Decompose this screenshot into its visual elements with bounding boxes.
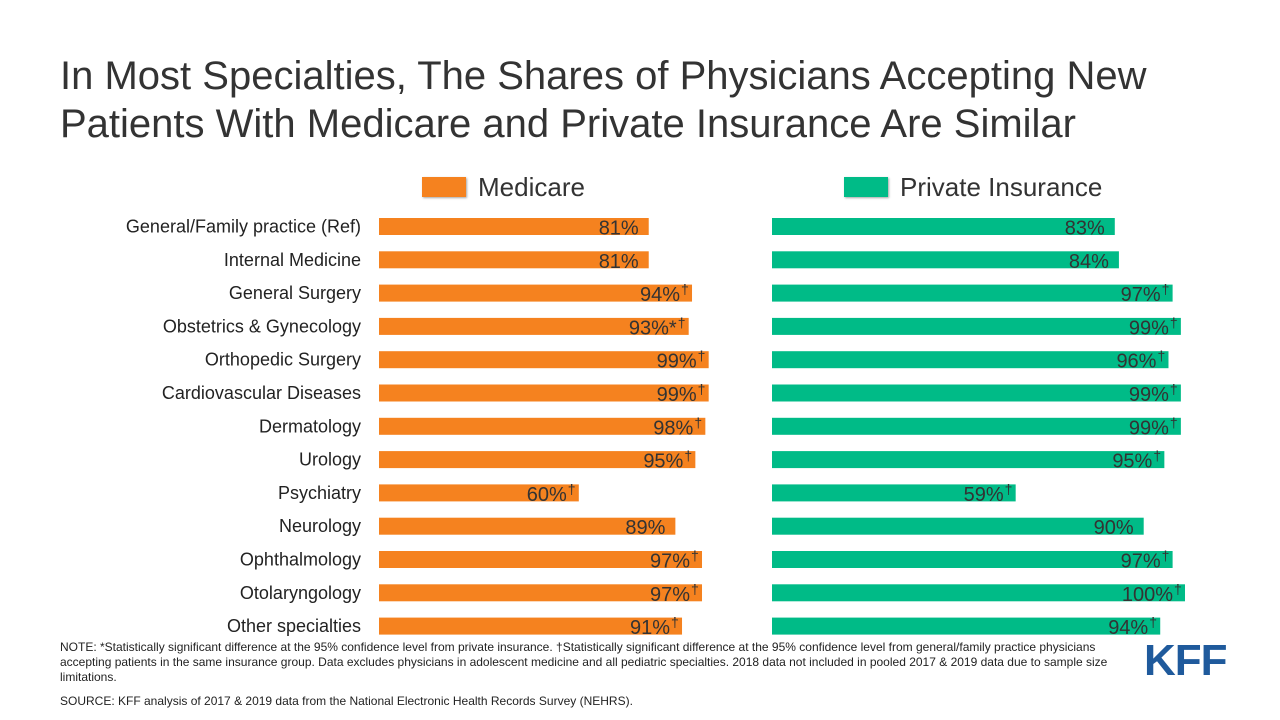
legend-medicare: Medicare	[422, 172, 585, 202]
category-label: Other specialties	[227, 616, 361, 636]
bar-private	[772, 284, 1173, 302]
data-label-medicare: 97%	[650, 551, 690, 573]
dagger-mark: †	[684, 448, 692, 464]
dagger-mark: †	[698, 381, 706, 397]
category-label: Cardiovascular Diseases	[162, 383, 361, 403]
data-label-private: 59%	[964, 484, 1004, 506]
dagger-mark: †	[1170, 314, 1178, 330]
category-label: General Surgery	[229, 283, 361, 303]
data-label-medicare: 98%	[653, 417, 693, 439]
data-label-private: 90%	[1094, 517, 1134, 539]
data-label-medicare: 97%	[650, 584, 690, 606]
data-label-medicare: 99%	[657, 351, 697, 373]
dagger-mark: †	[691, 581, 699, 597]
bar-private	[772, 351, 1169, 369]
bar-medicare	[379, 551, 703, 568]
category-label: Internal Medicine	[224, 250, 361, 270]
bar-private	[772, 451, 1165, 469]
data-label-private: 96%	[1116, 351, 1156, 373]
dagger-mark: †	[1170, 381, 1178, 397]
dagger-mark: †	[1157, 348, 1165, 364]
data-label-private: 83%	[1065, 218, 1105, 240]
bar-medicare	[379, 351, 709, 369]
data-label-medicare: 60%	[527, 484, 567, 506]
data-label-medicare: 93%*	[629, 317, 677, 339]
dagger-mark: †	[1149, 614, 1157, 630]
dagger-mark: †	[678, 314, 686, 330]
bar-private	[772, 584, 1185, 602]
data-label-medicare: 99%	[657, 384, 697, 406]
dagger-mark: †	[671, 614, 679, 630]
data-label-medicare: 81%	[599, 218, 639, 240]
data-label-private: 97%	[1121, 284, 1161, 306]
category-label: Orthopedic Surgery	[205, 350, 361, 370]
bar-medicare	[379, 517, 676, 535]
bar-private	[772, 417, 1181, 435]
data-label-private: 100%	[1122, 584, 1173, 606]
data-label-private: 99%	[1129, 417, 1169, 439]
bar-medicare	[379, 617, 683, 635]
data-label-private: 84%	[1069, 251, 1109, 273]
dagger-mark: †	[691, 548, 699, 564]
bar-private	[772, 484, 1016, 502]
dagger-mark: †	[1005, 481, 1013, 497]
bar-medicare	[379, 451, 696, 469]
legend-private: Private Insurance	[844, 172, 1102, 202]
dagger-mark: †	[1174, 581, 1182, 597]
chart-note: NOTE: *Statistically significant differe…	[60, 640, 1108, 684]
bar-private	[772, 551, 1173, 568]
legend-label-medicare: Medicare	[478, 171, 585, 202]
bar-medicare	[379, 584, 703, 602]
dagger-mark: †	[1153, 448, 1161, 464]
legend-swatch-medicare	[422, 177, 466, 197]
chart-source: SOURCE: KFF analysis of 2017 & 2019 data…	[60, 694, 633, 708]
bar-medicare	[379, 317, 689, 335]
data-label-private: 97%	[1121, 551, 1161, 573]
category-label: General/Family practice (Ref)	[126, 217, 361, 237]
category-label: Urology	[299, 450, 361, 470]
bar-medicare	[379, 251, 649, 269]
bar-medicare	[379, 384, 709, 402]
category-label: Otolaryngology	[240, 583, 361, 603]
data-label-medicare: 89%	[625, 517, 665, 539]
bar-private	[772, 617, 1161, 635]
data-label-medicare: 94%	[640, 284, 680, 306]
bar-medicare	[379, 218, 649, 235]
legend-label-private: Private Insurance	[900, 171, 1103, 202]
dagger-mark: †	[1162, 548, 1170, 564]
data-label-private: 95%	[1112, 451, 1152, 473]
data-label-private: 99%	[1129, 317, 1169, 339]
category-label: Psychiatry	[278, 483, 361, 503]
category-label: Dermatology	[259, 416, 361, 436]
bar-private	[772, 384, 1181, 402]
dagger-mark: †	[698, 348, 706, 364]
kff-logo: KFF	[1144, 636, 1228, 685]
data-label-medicare: 81%	[599, 251, 639, 273]
dagger-mark: †	[694, 414, 702, 430]
bar-private	[772, 317, 1181, 335]
data-label-medicare: 91%	[630, 617, 670, 639]
bar-medicare	[379, 484, 579, 502]
chart-title: In Most Specialties, The Shares of Physi…	[60, 54, 1147, 146]
category-label: Ophthalmology	[240, 550, 361, 570]
data-label-private: 94%	[1108, 617, 1148, 639]
bar-medicare	[379, 284, 693, 302]
dagger-mark: †	[1162, 281, 1170, 297]
legend-swatch-private	[844, 177, 888, 197]
category-label: Neurology	[279, 516, 361, 536]
bar-private	[772, 218, 1115, 235]
bar-private	[772, 251, 1119, 269]
data-label-medicare: 95%	[643, 451, 683, 473]
dagger-mark: †	[568, 481, 576, 497]
bar-medicare	[379, 417, 706, 435]
category-label: Obstetrics & Gynecology	[163, 316, 361, 336]
data-label-private: 99%	[1129, 384, 1169, 406]
dagger-mark: †	[1170, 414, 1178, 430]
dagger-mark: †	[681, 281, 689, 297]
bar-private	[772, 517, 1144, 535]
